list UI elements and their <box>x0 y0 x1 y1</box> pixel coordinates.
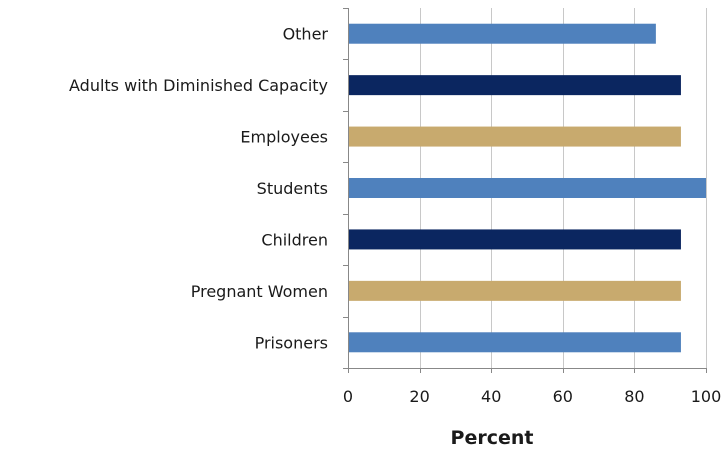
bar-other <box>348 24 656 44</box>
bar-pregnant-women <box>348 281 681 301</box>
bar-layer <box>348 24 706 353</box>
x-tick-label: 40 <box>481 387 501 406</box>
x-tick-label: 100 <box>691 387 722 406</box>
bar-adults-with-diminished-capacity <box>348 75 681 95</box>
category-label: Students <box>257 179 328 198</box>
x-axis-title: Percent <box>451 427 534 449</box>
x-tick-label: 0 <box>343 387 353 406</box>
x-tick-label: 20 <box>409 387 429 406</box>
bar-students <box>348 178 706 198</box>
bar-children <box>348 229 681 249</box>
category-label: Adults with Diminished Capacity <box>69 76 328 95</box>
bar-employees <box>348 127 681 147</box>
x-tick-label: 60 <box>553 387 573 406</box>
category-label: Other <box>283 25 329 44</box>
bar-prisoners <box>348 332 681 352</box>
x-tick-label: 80 <box>624 387 644 406</box>
category-label: Children <box>261 230 328 249</box>
category-label: Pregnant Women <box>191 282 328 301</box>
category-label: Prisoners <box>255 333 328 352</box>
category-label: Employees <box>240 128 328 147</box>
